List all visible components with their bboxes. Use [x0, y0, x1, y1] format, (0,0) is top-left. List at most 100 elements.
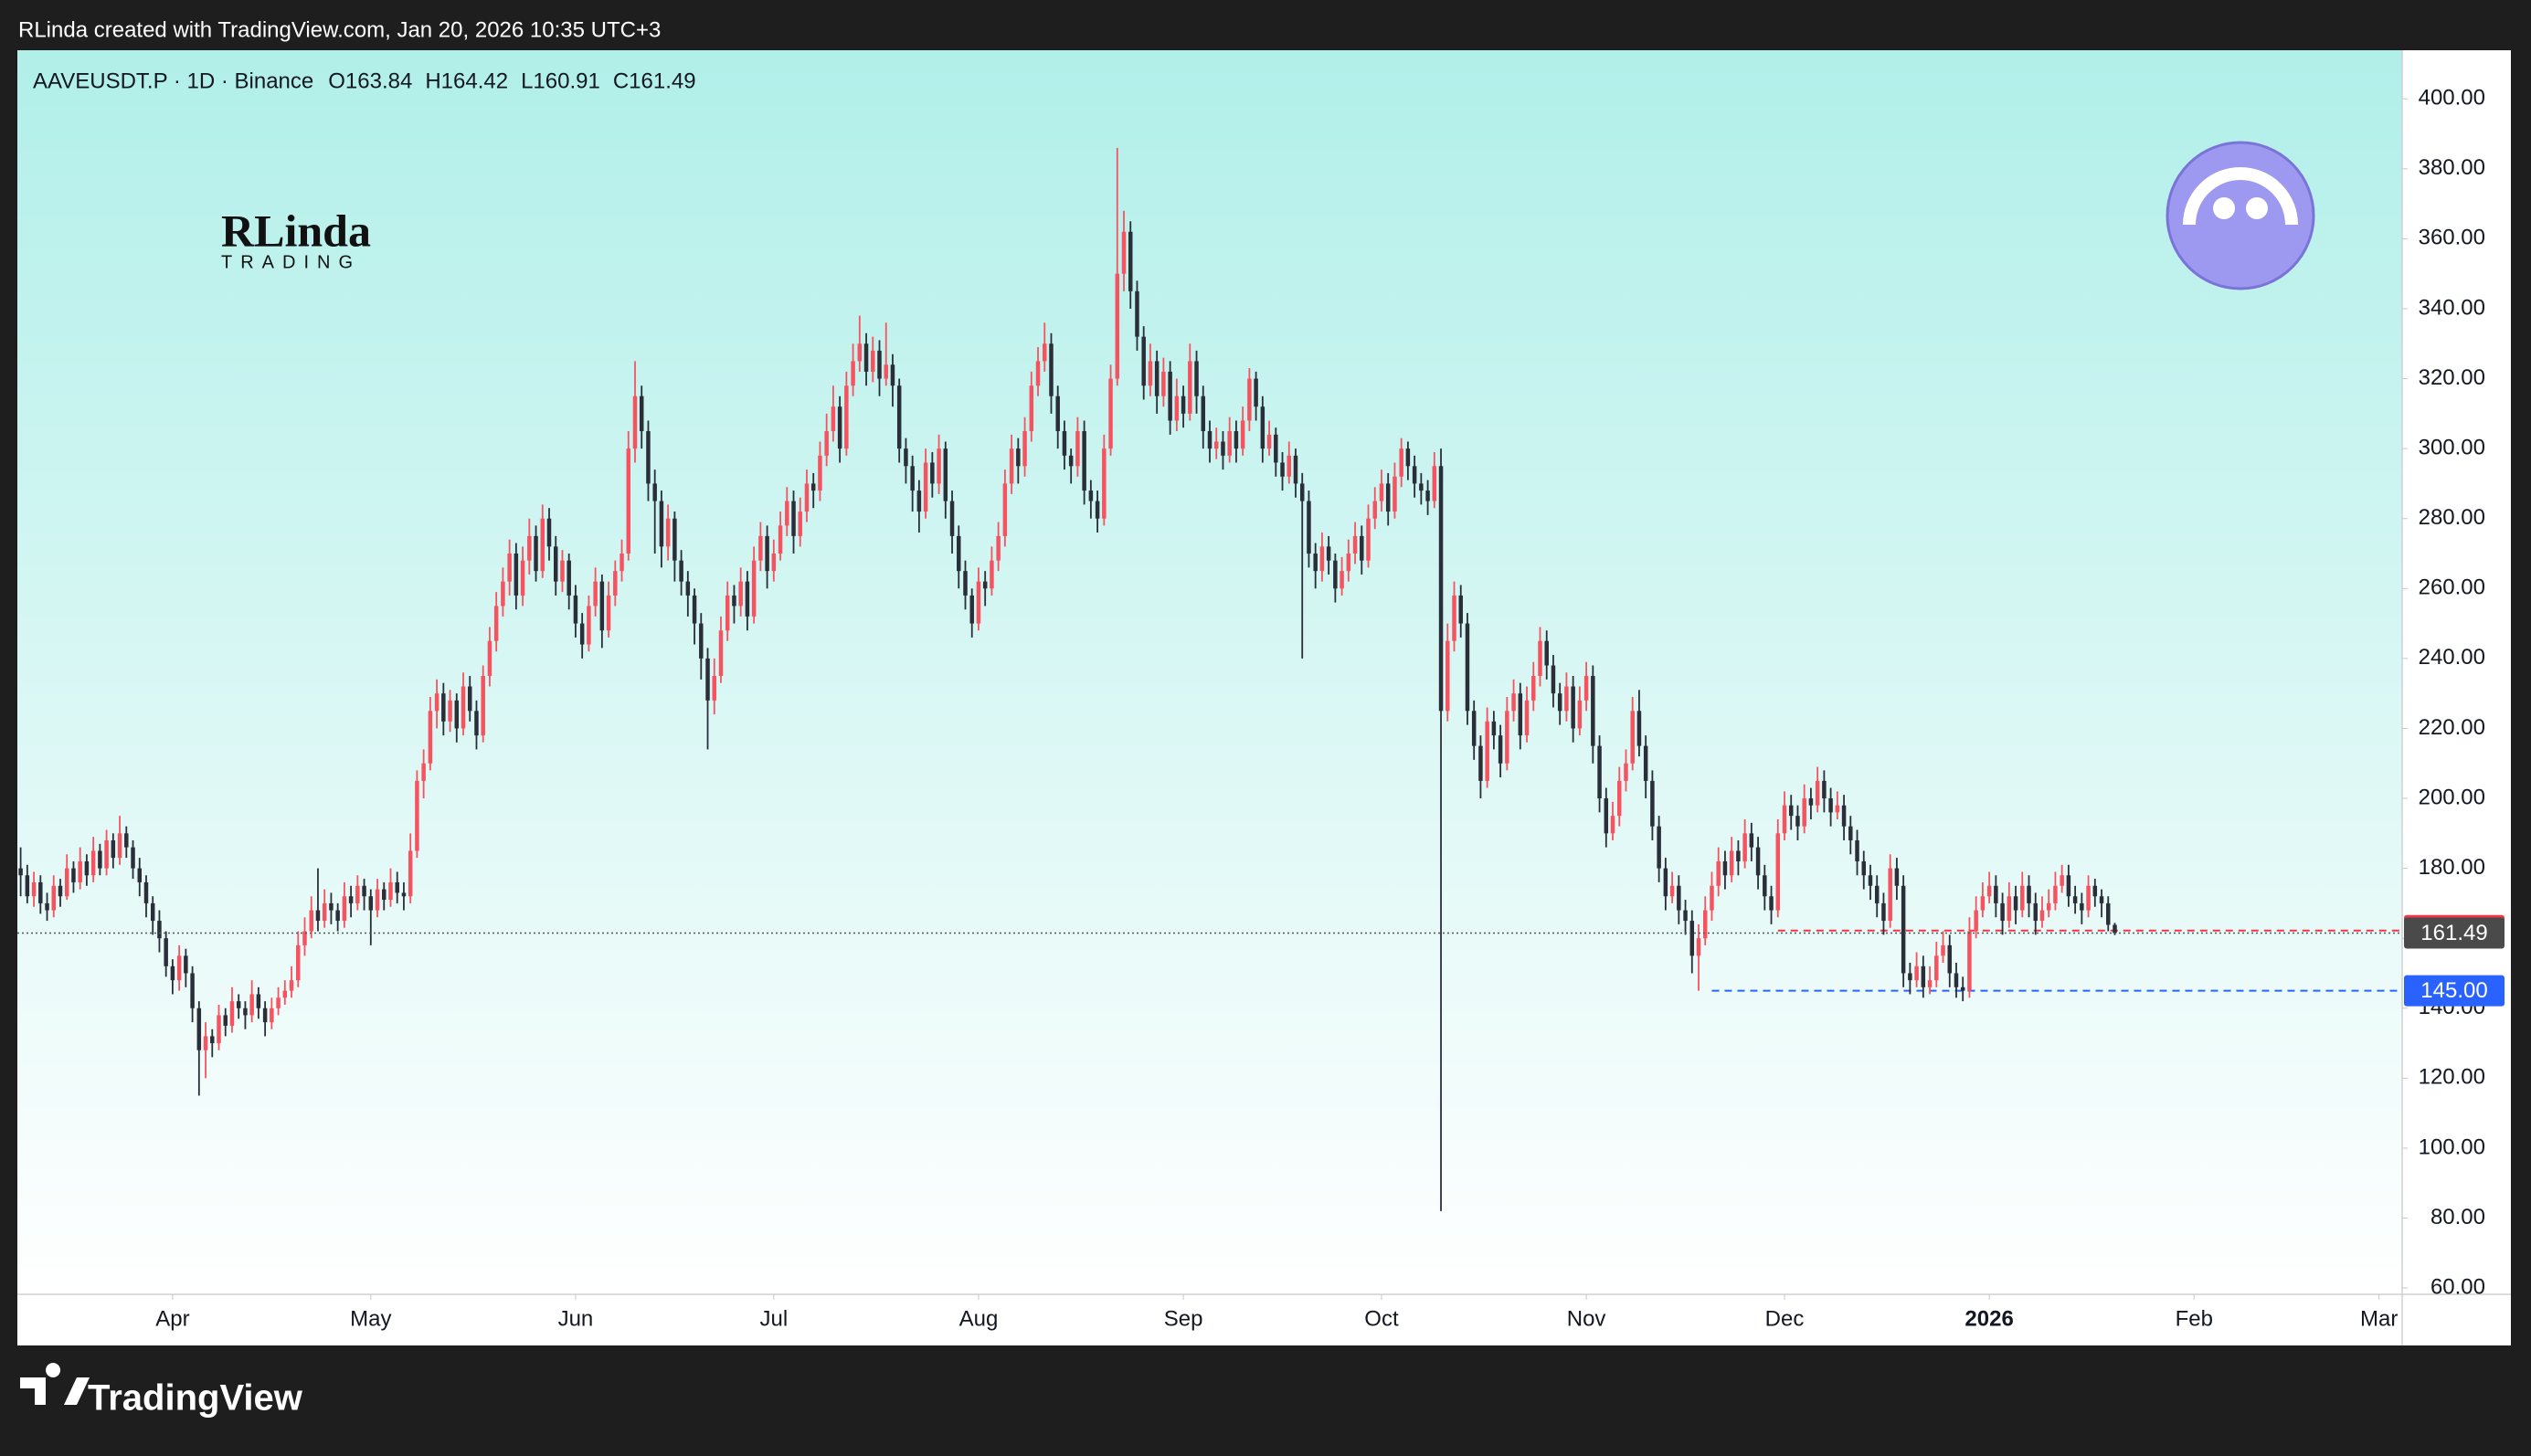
- x-tick-label: Aug: [959, 1306, 999, 1331]
- candle-body: [375, 889, 380, 911]
- candle-body: [2053, 885, 2058, 903]
- candle-body: [1485, 721, 1489, 781]
- ohlc-value: 163.84: [345, 69, 412, 93]
- candle-body: [190, 973, 195, 1008]
- candle-body: [620, 554, 624, 572]
- x-tick-label: Dec: [1765, 1306, 1805, 1331]
- candle-body: [196, 1008, 202, 1050]
- candle-body: [1927, 980, 1933, 987]
- candle-body: [157, 921, 162, 939]
- candle-body: [1617, 780, 1622, 817]
- candle-body: [573, 595, 578, 624]
- candle-body: [626, 448, 631, 554]
- y-tick-label: 380.00: [2419, 155, 2485, 180]
- candle-body: [1102, 448, 1107, 519]
- y-tick-label: 280.00: [2419, 505, 2485, 530]
- candle-body: [2033, 902, 2038, 922]
- candle-body: [1379, 483, 1384, 501]
- x-tick-label: Sep: [1164, 1306, 1203, 1331]
- candle-body: [474, 711, 479, 736]
- candle-body: [262, 1008, 268, 1023]
- price-label: 161.49: [2420, 921, 2487, 945]
- candle-body: [957, 535, 961, 572]
- candle-body: [501, 581, 505, 607]
- candle-body: [217, 1015, 221, 1044]
- candle-body: [395, 881, 399, 893]
- candle-body: [1115, 273, 1120, 379]
- candle-body: [408, 850, 413, 897]
- candle-body: [1986, 885, 1992, 897]
- candle-body: [1815, 780, 1820, 806]
- candle-body: [1511, 693, 1516, 712]
- candle-body: [368, 896, 374, 911]
- y-tick-label: 240.00: [2419, 645, 2485, 670]
- candle-body: [71, 868, 76, 882]
- candle-body: [342, 896, 347, 922]
- candle-body: [176, 955, 182, 981]
- candle-body: [699, 623, 704, 659]
- candle-body: [507, 554, 512, 582]
- candle-body: [1888, 868, 1892, 922]
- candle-body: [1393, 476, 1397, 512]
- candle-body: [104, 839, 109, 869]
- candle-body: [282, 990, 288, 998]
- candle-body: [1326, 546, 1331, 561]
- candle-body: [1538, 640, 1542, 677]
- x-tick-label: Apr: [155, 1306, 189, 1331]
- candle-body: [1154, 361, 1160, 396]
- candle-body: [481, 676, 485, 736]
- footer-logo: TradingView: [20, 1363, 303, 1419]
- x-tick-label: Oct: [1364, 1306, 1399, 1331]
- candle-body: [1505, 711, 1509, 764]
- candle-body: [646, 430, 651, 484]
- candle-body: [613, 571, 618, 596]
- y-tick-label: 220.00: [2419, 715, 2485, 740]
- candle-body: [1049, 343, 1054, 396]
- candle-body: [692, 595, 697, 624]
- candle-body: [229, 1001, 235, 1026]
- candle-body: [1082, 430, 1086, 491]
- candle-body: [798, 512, 802, 536]
- candle-body: [1841, 805, 1847, 827]
- candle-body: [593, 581, 598, 607]
- candle-body: [1333, 560, 1338, 589]
- candle-body: [2106, 902, 2111, 925]
- avatar-circle: [2166, 141, 2315, 290]
- candle-body: [1471, 711, 1477, 746]
- candle-body: [1055, 396, 1060, 431]
- candle-body: [1544, 640, 1549, 666]
- candle-body: [2066, 875, 2071, 897]
- candle-body: [388, 881, 393, 901]
- candle-body: [1828, 798, 1833, 813]
- candle-body: [84, 860, 90, 876]
- candle-body: [329, 902, 334, 911]
- candle-body: [996, 535, 1001, 561]
- avatar-eye: [2213, 197, 2235, 219]
- ohlc-key: C: [613, 69, 629, 93]
- candle-body: [606, 595, 611, 631]
- candle-body: [1240, 420, 1245, 449]
- candle-body: [1068, 455, 1074, 467]
- candle-body: [725, 595, 730, 631]
- candle-body: [732, 595, 736, 607]
- ohlc-key: O: [328, 69, 345, 93]
- candle-body: [1742, 833, 1747, 861]
- candle-body: [527, 535, 532, 561]
- candle-body: [1174, 396, 1180, 421]
- candle-body: [930, 462, 935, 484]
- candle-body: [309, 910, 313, 932]
- candle-body: [579, 623, 585, 645]
- candle-body: [1234, 430, 1239, 449]
- candle-body: [143, 881, 149, 903]
- candle-body: [1822, 780, 1827, 799]
- candle-body: [652, 483, 657, 501]
- ohlc-value: 164.42: [441, 69, 508, 93]
- candle-body: [1657, 826, 1661, 869]
- candle-body: [1908, 973, 1912, 981]
- candle-body: [51, 885, 57, 911]
- candle-body: [1016, 448, 1021, 467]
- candle-body: [355, 885, 360, 903]
- candle-body: [315, 910, 321, 922]
- candle-body: [1795, 816, 1800, 827]
